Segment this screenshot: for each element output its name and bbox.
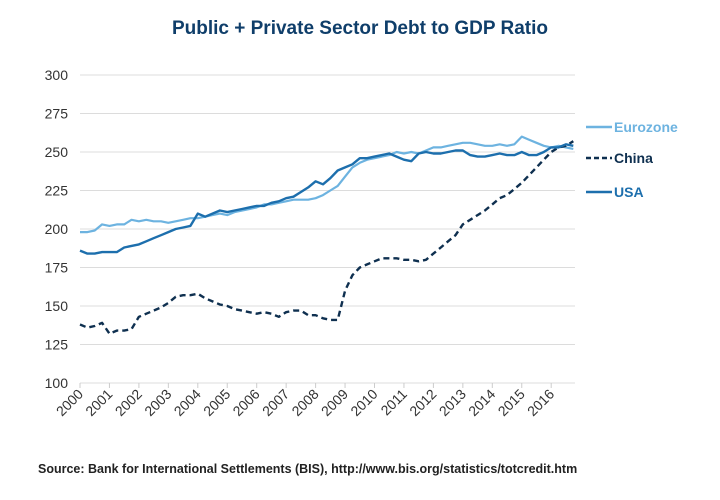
x-tick-label: 2004 [171,386,204,419]
x-tick-label: 2015 [495,386,528,419]
y-tick-label: 250 [45,144,69,160]
x-tick-label: 2008 [288,386,321,419]
y-tick-label: 300 [45,67,69,83]
legend-label-eurozone: Eurozone [614,119,678,135]
x-tick-label: 2016 [524,386,557,419]
x-tick-label: 2014 [465,386,498,419]
x-tick-label: 2009 [318,386,351,419]
legend-label-china: China [614,150,653,166]
y-tick-label: 150 [45,298,69,314]
x-tick-label: 2007 [259,386,292,419]
x-tick-label: 2005 [200,386,233,419]
chart-title: Public + Private Sector Debt to GDP Rati… [171,18,549,39]
x-tick-label: 2006 [229,386,262,419]
series-line-eurozone [80,135,574,234]
x-tick-label: 2012 [406,386,439,419]
source-note: Source: Bank for International Settlemen… [38,462,578,476]
x-tick-label: 2001 [82,386,115,419]
legend-label-usa: USA [614,184,644,200]
y-tick-label: 175 [45,260,69,276]
y-tick-label: 225 [45,183,69,199]
x-tick-label: 2002 [112,386,145,419]
x-tick-label: 2003 [141,386,174,419]
y-tick-label: 275 [45,106,69,122]
series-line-china [79,140,574,335]
x-tick-label: 2010 [347,386,380,419]
x-tick-label: 2013 [436,386,469,419]
y-tick-label: 200 [45,221,69,237]
series-line-usa [79,143,574,255]
y-tick-label: 125 [45,337,69,353]
y-tick-label: 100 [45,375,69,391]
x-tick-label: 2011 [377,386,410,419]
